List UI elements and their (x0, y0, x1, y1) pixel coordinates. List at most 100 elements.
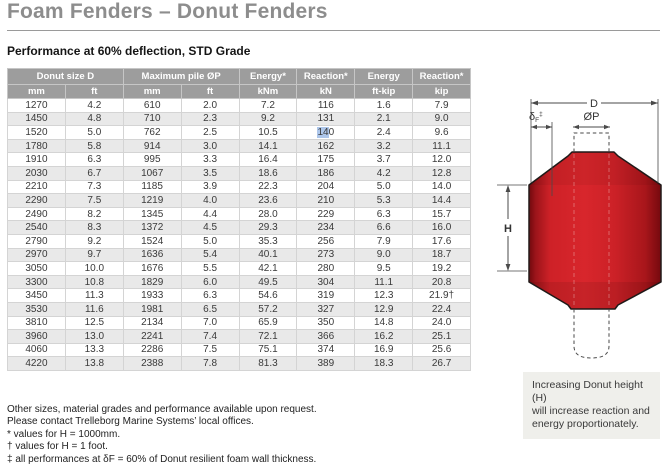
table-row: 3050 10.0 1676 5.5 42.1 280 9.5 19.2 (7, 261, 471, 276)
footnote-line: ‡ all performances at δF = 60% of Donut … (7, 453, 317, 465)
table-cell: 5.0 (64, 125, 124, 140)
donut-fender-diagram: D δF‡ ØP H (497, 98, 662, 359)
dimension-label-h: H (504, 223, 512, 235)
table-cell: 21.9† (412, 288, 471, 303)
table-cell: 6.3 (354, 206, 414, 222)
table-row: 1450 4.8 710 2.3 9.2 131 2.1 9.0 (7, 111, 471, 127)
table-cell: 1219 (122, 193, 182, 208)
table-row: 1270 4.2 610 2.0 7.2 116 1.6 7.9 (7, 98, 471, 113)
page-title: Foam Fenders – Donut Fenders (7, 0, 328, 23)
table-cell: 13.0 (64, 329, 124, 344)
table-cell: 3.5 (180, 165, 240, 181)
table-cell: 3.2 (354, 138, 414, 154)
table-cell: 5.3 (354, 193, 414, 208)
table-cell: 1345 (122, 206, 182, 222)
table-cell: 7.0 (180, 315, 240, 331)
table-cell: 6.6 (354, 220, 414, 235)
table-cell: 304 (296, 274, 356, 290)
table-cell: 3050 (7, 261, 66, 276)
table-cell: 914 (122, 138, 182, 154)
table-row: 3810 12.5 2134 7.0 65.9 350 14.8 24.0 (7, 315, 471, 331)
table-cell: 2.3 (180, 111, 240, 127)
pile-bottom-dashed-outline (573, 309, 610, 359)
table-cell: 186 (296, 165, 356, 181)
table-cell: 1067 (122, 165, 182, 181)
table-cell: 15.7 (412, 206, 471, 222)
table-cell: 1933 (122, 288, 182, 303)
table-cell: 26.7 (412, 356, 471, 371)
column-group-header: Donut size D (7, 68, 124, 85)
table-cell: 28.0 (238, 206, 298, 222)
table-cell: 3300 (7, 274, 66, 290)
table-cell: 14.1 (238, 138, 298, 154)
title-divider (7, 30, 660, 31)
table-cell: 75.1 (238, 342, 298, 358)
table-cell: 5.0 (354, 179, 414, 195)
dimension-label-d: D (590, 98, 598, 110)
table-cell: 8.3 (64, 220, 124, 235)
table-cell: 2030 (7, 165, 66, 181)
table-cell: 389 (296, 356, 356, 371)
table-cell: 9.6 (412, 125, 471, 140)
table-cell: 17.6 (412, 233, 471, 249)
fender-top-shade (529, 152, 661, 185)
table-cell: 10.8 (64, 274, 124, 290)
table-cell: 11.3 (64, 288, 124, 303)
table-cell: 4.4 (180, 206, 240, 222)
table-cell: 2.0 (180, 98, 240, 113)
table-cell: 2.5 (180, 125, 240, 140)
table-cell: 2134 (122, 315, 182, 331)
table-cell: 3.3 (180, 152, 240, 167)
table-cell: 2286 (122, 342, 182, 358)
unit-header: mm (7, 84, 66, 99)
table-cell: 140 (296, 125, 356, 140)
table-cell: 1185 (122, 179, 182, 195)
table-cell: 319 (296, 288, 356, 303)
table-cell: 4.5 (180, 220, 240, 235)
table-cell: 16.2 (354, 329, 414, 344)
column-group-header: Energy (354, 68, 414, 85)
section-title: Performance at 60% deflection, STD Grade (7, 44, 251, 58)
df-arrow-right (546, 124, 552, 130)
table-cell: 8.2 (64, 206, 124, 222)
table-cell: 3960 (7, 329, 66, 344)
column-group-header: Energy* (238, 68, 298, 85)
unit-header: kNm (238, 84, 298, 99)
table-cell: 2.4 (354, 125, 414, 140)
table-row: 3300 10.8 1829 6.0 49.5 304 11.1 20.8 (7, 274, 471, 290)
table-cell: 4.2 (64, 98, 124, 113)
table-row: 2490 8.2 1345 4.4 28.0 229 6.3 15.7 (7, 206, 471, 222)
pile-top-dashed-outline (573, 132, 610, 152)
table-cell: 18.3 (354, 356, 414, 371)
table-row: 2210 7.3 1185 3.9 22.3 204 5.0 14.0 (7, 179, 471, 195)
table-cell: 14.4 (412, 193, 471, 208)
table-cell: 7.5 (180, 342, 240, 358)
table-cell: 1981 (122, 301, 182, 317)
table-row: 1520 5.0 762 2.5 10.5 140 2.4 9.6 (7, 125, 471, 140)
column-group-header: Maximum pile ØP (122, 68, 240, 85)
unit-header: kip (412, 84, 471, 99)
table-cell: 6.3 (64, 152, 124, 167)
table-cell: 204 (296, 179, 356, 195)
column-group-header: Reaction* (296, 68, 356, 85)
table-cell: 1910 (7, 152, 66, 167)
table-cell: 16.4 (238, 152, 298, 167)
op-arrow-left (573, 124, 579, 130)
table-row: 2290 7.5 1219 4.0 23.6 210 5.3 14.4 (7, 193, 471, 208)
unit-header: kN (296, 84, 356, 99)
table-row: 4060 13.3 2286 7.5 75.1 374 16.9 25.6 (7, 342, 471, 358)
table-cell: 229 (296, 206, 356, 222)
table-cell: 610 (122, 98, 182, 113)
table-cell: 1450 (7, 111, 66, 127)
table-cell: 2490 (7, 206, 66, 222)
table-cell: 3.7 (354, 152, 414, 167)
table-cell: 16.0 (412, 220, 471, 235)
table-cell: 131 (296, 111, 356, 127)
table-cell: 2540 (7, 220, 66, 235)
fender-bottom-shade (529, 282, 661, 309)
table-cell: 57.2 (238, 301, 298, 317)
table-cell: 9.2 (238, 111, 298, 127)
table-cell: 5.4 (180, 247, 240, 263)
table-cell: 11.1 (412, 138, 471, 154)
dimension-label-op: ØP (584, 111, 600, 123)
